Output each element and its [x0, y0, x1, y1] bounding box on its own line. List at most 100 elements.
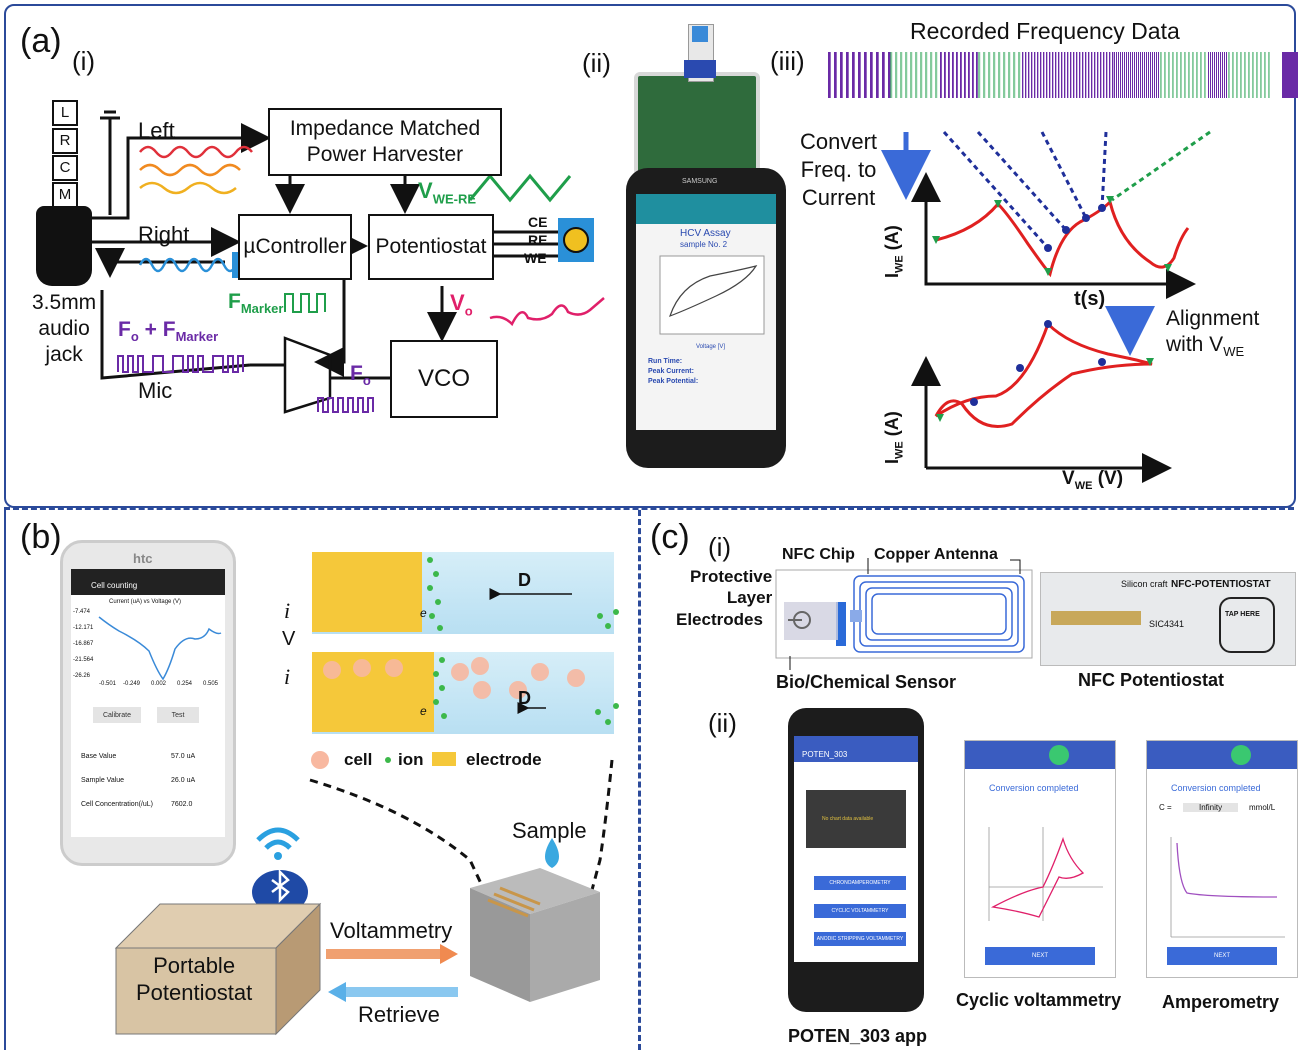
freq-segment	[1114, 52, 1159, 98]
caption-cv: Cyclic voltammetry	[956, 990, 1122, 1010]
electrode-ce: CE	[528, 214, 548, 230]
iwe-bottom-i: I	[882, 458, 902, 464]
caption-app: POTEN_303 app	[788, 1026, 928, 1046]
strip-connector	[684, 60, 716, 78]
iwe-top-unit: (A)	[882, 225, 902, 256]
htc-y-tick: -12.171	[73, 625, 94, 631]
v-we-re-main: V	[418, 178, 433, 203]
iwe-top-i: I	[882, 272, 902, 278]
hcv-plot	[659, 255, 765, 335]
panel-a-sub-iii: (iii)	[770, 46, 805, 76]
nfc-sensor-diagram	[775, 558, 1033, 670]
chronoamperometry-button[interactable]: CHRONOAMPEROMETRY	[814, 876, 906, 890]
cv-badge	[1049, 745, 1069, 765]
fo-fmarker-o: o	[130, 329, 139, 345]
fo-fmarker-label: Fo + FMarker	[118, 318, 218, 344]
iwe-top-sub: WE	[893, 255, 906, 273]
samsung-appbar	[636, 194, 776, 224]
jack-letter-r: R	[52, 128, 78, 154]
htc-x-tick: 0.254	[177, 681, 193, 687]
panel-c-label: (c)	[650, 518, 690, 556]
htc-y-tick: -26.26	[73, 673, 91, 679]
portable-potentiostat-label: Portable Potentiostat	[136, 953, 253, 1005]
htc-x-tick: 0.002	[151, 681, 167, 687]
moto-phone: POTEN_303 No chart data available CHRONO…	[788, 708, 924, 1012]
v-we-re-label: VWE-RE	[418, 178, 476, 206]
electrode-we: WE	[524, 250, 547, 266]
no-chart-area	[806, 790, 906, 848]
freq-segment	[890, 52, 938, 98]
cv-next-button[interactable]: NEXT	[985, 947, 1095, 965]
samsung-brand: SAMSUNG	[682, 178, 718, 185]
freq-segment	[1208, 52, 1227, 98]
vo-sub: o	[464, 303, 473, 319]
amp-plot	[1170, 837, 1285, 938]
cyclic-voltammetry-button[interactable]: CYCLIC VOLTAMMETRY	[814, 904, 906, 918]
hcv-peak-current: Peak Current:	[648, 368, 694, 375]
electrode-block-top	[312, 552, 422, 632]
hcv-title: HCV Assay	[680, 228, 731, 239]
row-conc-value: 7602.0	[171, 801, 193, 808]
panel-divider-horizontal	[4, 507, 1294, 510]
test-button[interactable]: Test	[157, 707, 199, 723]
board-chip: SIC4341	[1149, 619, 1185, 629]
hcv-xlabel: Voltage [V]	[696, 344, 726, 350]
calibrate-button[interactable]: Calibrate	[93, 707, 141, 723]
e-minus-bottom: e	[420, 704, 427, 718]
wave-left-red	[139, 145, 253, 159]
fo-fmarker-f: F	[118, 318, 131, 341]
diffusion-cell-top	[312, 552, 614, 634]
row-sample-label: Sample Value	[81, 777, 125, 784]
panel-c-sub-i: (i)	[708, 532, 732, 562]
panel-b-label: (b)	[20, 518, 62, 556]
htc-plot-title: Current (uA) vs Voltage (V)	[109, 599, 182, 605]
row-sample-value: 26.0 uA	[171, 777, 196, 784]
nfc-potentiostat-board: NFC-POTENTIOSTAT Silicon craft SIC4341 T…	[1040, 572, 1296, 666]
cv-conversion: Conversion completed	[989, 783, 1079, 793]
electrodes-label: Electrodes	[676, 610, 763, 629]
jack-body	[36, 206, 92, 286]
moto-appbar	[794, 736, 918, 762]
fo-sub: o	[362, 373, 371, 389]
board-brand: Silicon craft	[1121, 579, 1168, 589]
strip-tip	[692, 26, 708, 42]
htc-appbar	[71, 569, 225, 595]
row-base-label: Base Value	[81, 753, 117, 760]
retrieve-label: Retrieve	[358, 1002, 440, 1027]
vco-box: VCO	[390, 340, 498, 418]
fo-fmarker-plus: + F	[144, 318, 176, 341]
legend-ion: ion	[398, 750, 424, 769]
panel-a-sub-ii: (ii)	[582, 48, 611, 78]
recorded-frequency-bar	[828, 52, 1298, 98]
iwe-ylabel-top: IWE (A)	[882, 225, 906, 278]
power-harvester-box: Impedance Matched Power Harvester	[268, 108, 502, 176]
vo-label: Vo	[450, 290, 473, 318]
htc-x-tick: 0.505	[203, 681, 219, 687]
potentiostat-box: Potentiostat	[368, 214, 494, 280]
fo-label: Fo	[350, 362, 371, 388]
amp-c-eq: C =	[1159, 803, 1172, 812]
electrode-re: RE	[528, 232, 548, 248]
label-right: Right	[138, 222, 190, 247]
d-label-bottom: D	[518, 688, 531, 708]
alignment-text: Alignment with V	[1166, 307, 1260, 356]
jack-caption: 3.5mm audio jack	[32, 291, 97, 366]
legend-cell: cell	[344, 750, 373, 769]
anodic-stripping-button[interactable]: ANODIC STRIPPING VOLTAMMETRY	[814, 932, 906, 946]
alignment-label: Alignment with VWE	[1166, 306, 1259, 365]
wave-fo-fmarker	[117, 355, 244, 373]
cv-screen: Conversion completed NEXT	[964, 740, 1116, 978]
htc-y-tick: -7.474	[73, 609, 91, 615]
v-label: V	[282, 628, 296, 650]
alignment-sub: WE	[1223, 344, 1245, 360]
fo-fmarker-marker: Marker	[175, 329, 219, 345]
protective-layer-label: Protective Layer	[690, 567, 773, 607]
copper-antenna-label: Copper Antenna	[874, 546, 998, 563]
freq-segment	[828, 52, 891, 98]
wave-right-blue	[138, 257, 238, 273]
convert-label: Convert Freq. to Current	[800, 129, 878, 210]
amp-next-button[interactable]: NEXT	[1167, 947, 1277, 965]
moto-screen: POTEN_303 No chart data available CHRONO…	[794, 736, 918, 962]
htc-y-tick: -21.564	[73, 657, 94, 663]
samsung-phone: SAMSUNG HCV Assay sample No. 2 Voltage […	[626, 168, 786, 468]
